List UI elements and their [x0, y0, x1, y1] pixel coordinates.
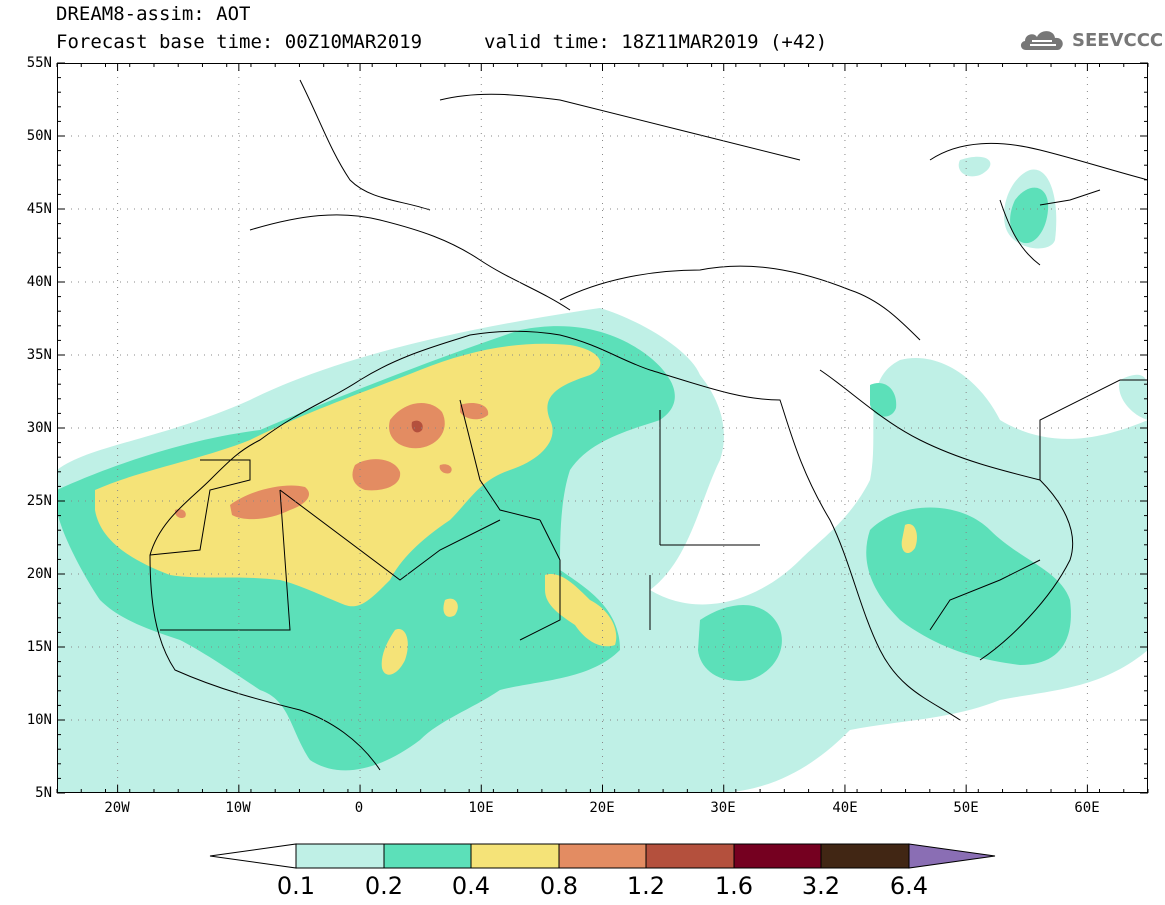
lat-label: 10N	[26, 712, 52, 728]
colorbar-label: 0.1	[276, 872, 316, 900]
aot-band-0.8-1.2	[174, 402, 489, 520]
lon-label: 20E	[589, 800, 615, 816]
colorbar-under-arrow	[209, 843, 297, 869]
colorbar-segment	[645, 843, 735, 869]
colorbar-segment	[558, 843, 647, 869]
lat-label: 35N	[26, 347, 52, 363]
lon-label: 60E	[1074, 800, 1100, 816]
colorbar-label: 3.2	[801, 872, 841, 900]
lat-label: 25N	[26, 493, 52, 509]
gridlines	[57, 63, 1148, 793]
colorbar-label: 0.4	[451, 872, 491, 900]
colorbar-over-arrow	[908, 843, 996, 869]
colorbar-segment	[470, 843, 560, 869]
lat-label: 15N	[26, 639, 52, 655]
lon-label: 20W	[104, 800, 130, 816]
colorbar-label: 6.4	[889, 872, 929, 900]
valid-time: valid time: 18Z11MAR2019 (+42)	[484, 31, 828, 53]
lon-label: 30E	[710, 800, 736, 816]
lat-label: 55N	[26, 55, 52, 71]
seevccc-logo: SEEVCCC	[1018, 26, 1163, 54]
colorbar-segment	[295, 843, 385, 869]
aot-field	[57, 156, 1148, 793]
coastlines	[149, 79, 1148, 771]
lon-label: 0	[354, 800, 364, 816]
map-title: DREAM8-assim: AOT	[56, 3, 251, 25]
lat-label: 50N	[26, 128, 52, 144]
colorbar-label: 0.2	[364, 872, 404, 900]
lat-label: 5N	[35, 785, 52, 801]
colorbar-segment	[820, 843, 910, 869]
forecast-base-time: Forecast base time: 00Z10MAR2019	[56, 31, 423, 53]
colorbar-label: 1.2	[626, 872, 666, 900]
lat-label: 20N	[26, 566, 52, 582]
lon-label: 10E	[468, 800, 494, 816]
colorbar-segment	[733, 843, 822, 869]
colorbar-label: 0.8	[539, 872, 579, 900]
map-frame	[57, 63, 1148, 793]
aot-band-1.2-1.6	[411, 420, 423, 433]
lon-label: 10W	[225, 800, 251, 816]
lat-label: 40N	[26, 274, 52, 290]
colorbar-label: 1.6	[714, 872, 754, 900]
lat-label: 45N	[26, 201, 52, 217]
lon-label: 40E	[832, 800, 858, 816]
colorbar-segment	[383, 843, 472, 869]
colorbar	[209, 843, 996, 869]
lon-label: 50E	[953, 800, 979, 816]
logo-text: SEEVCCC	[1072, 29, 1164, 51]
lat-label: 30N	[26, 420, 52, 436]
cloud-icon	[1020, 31, 1063, 50]
